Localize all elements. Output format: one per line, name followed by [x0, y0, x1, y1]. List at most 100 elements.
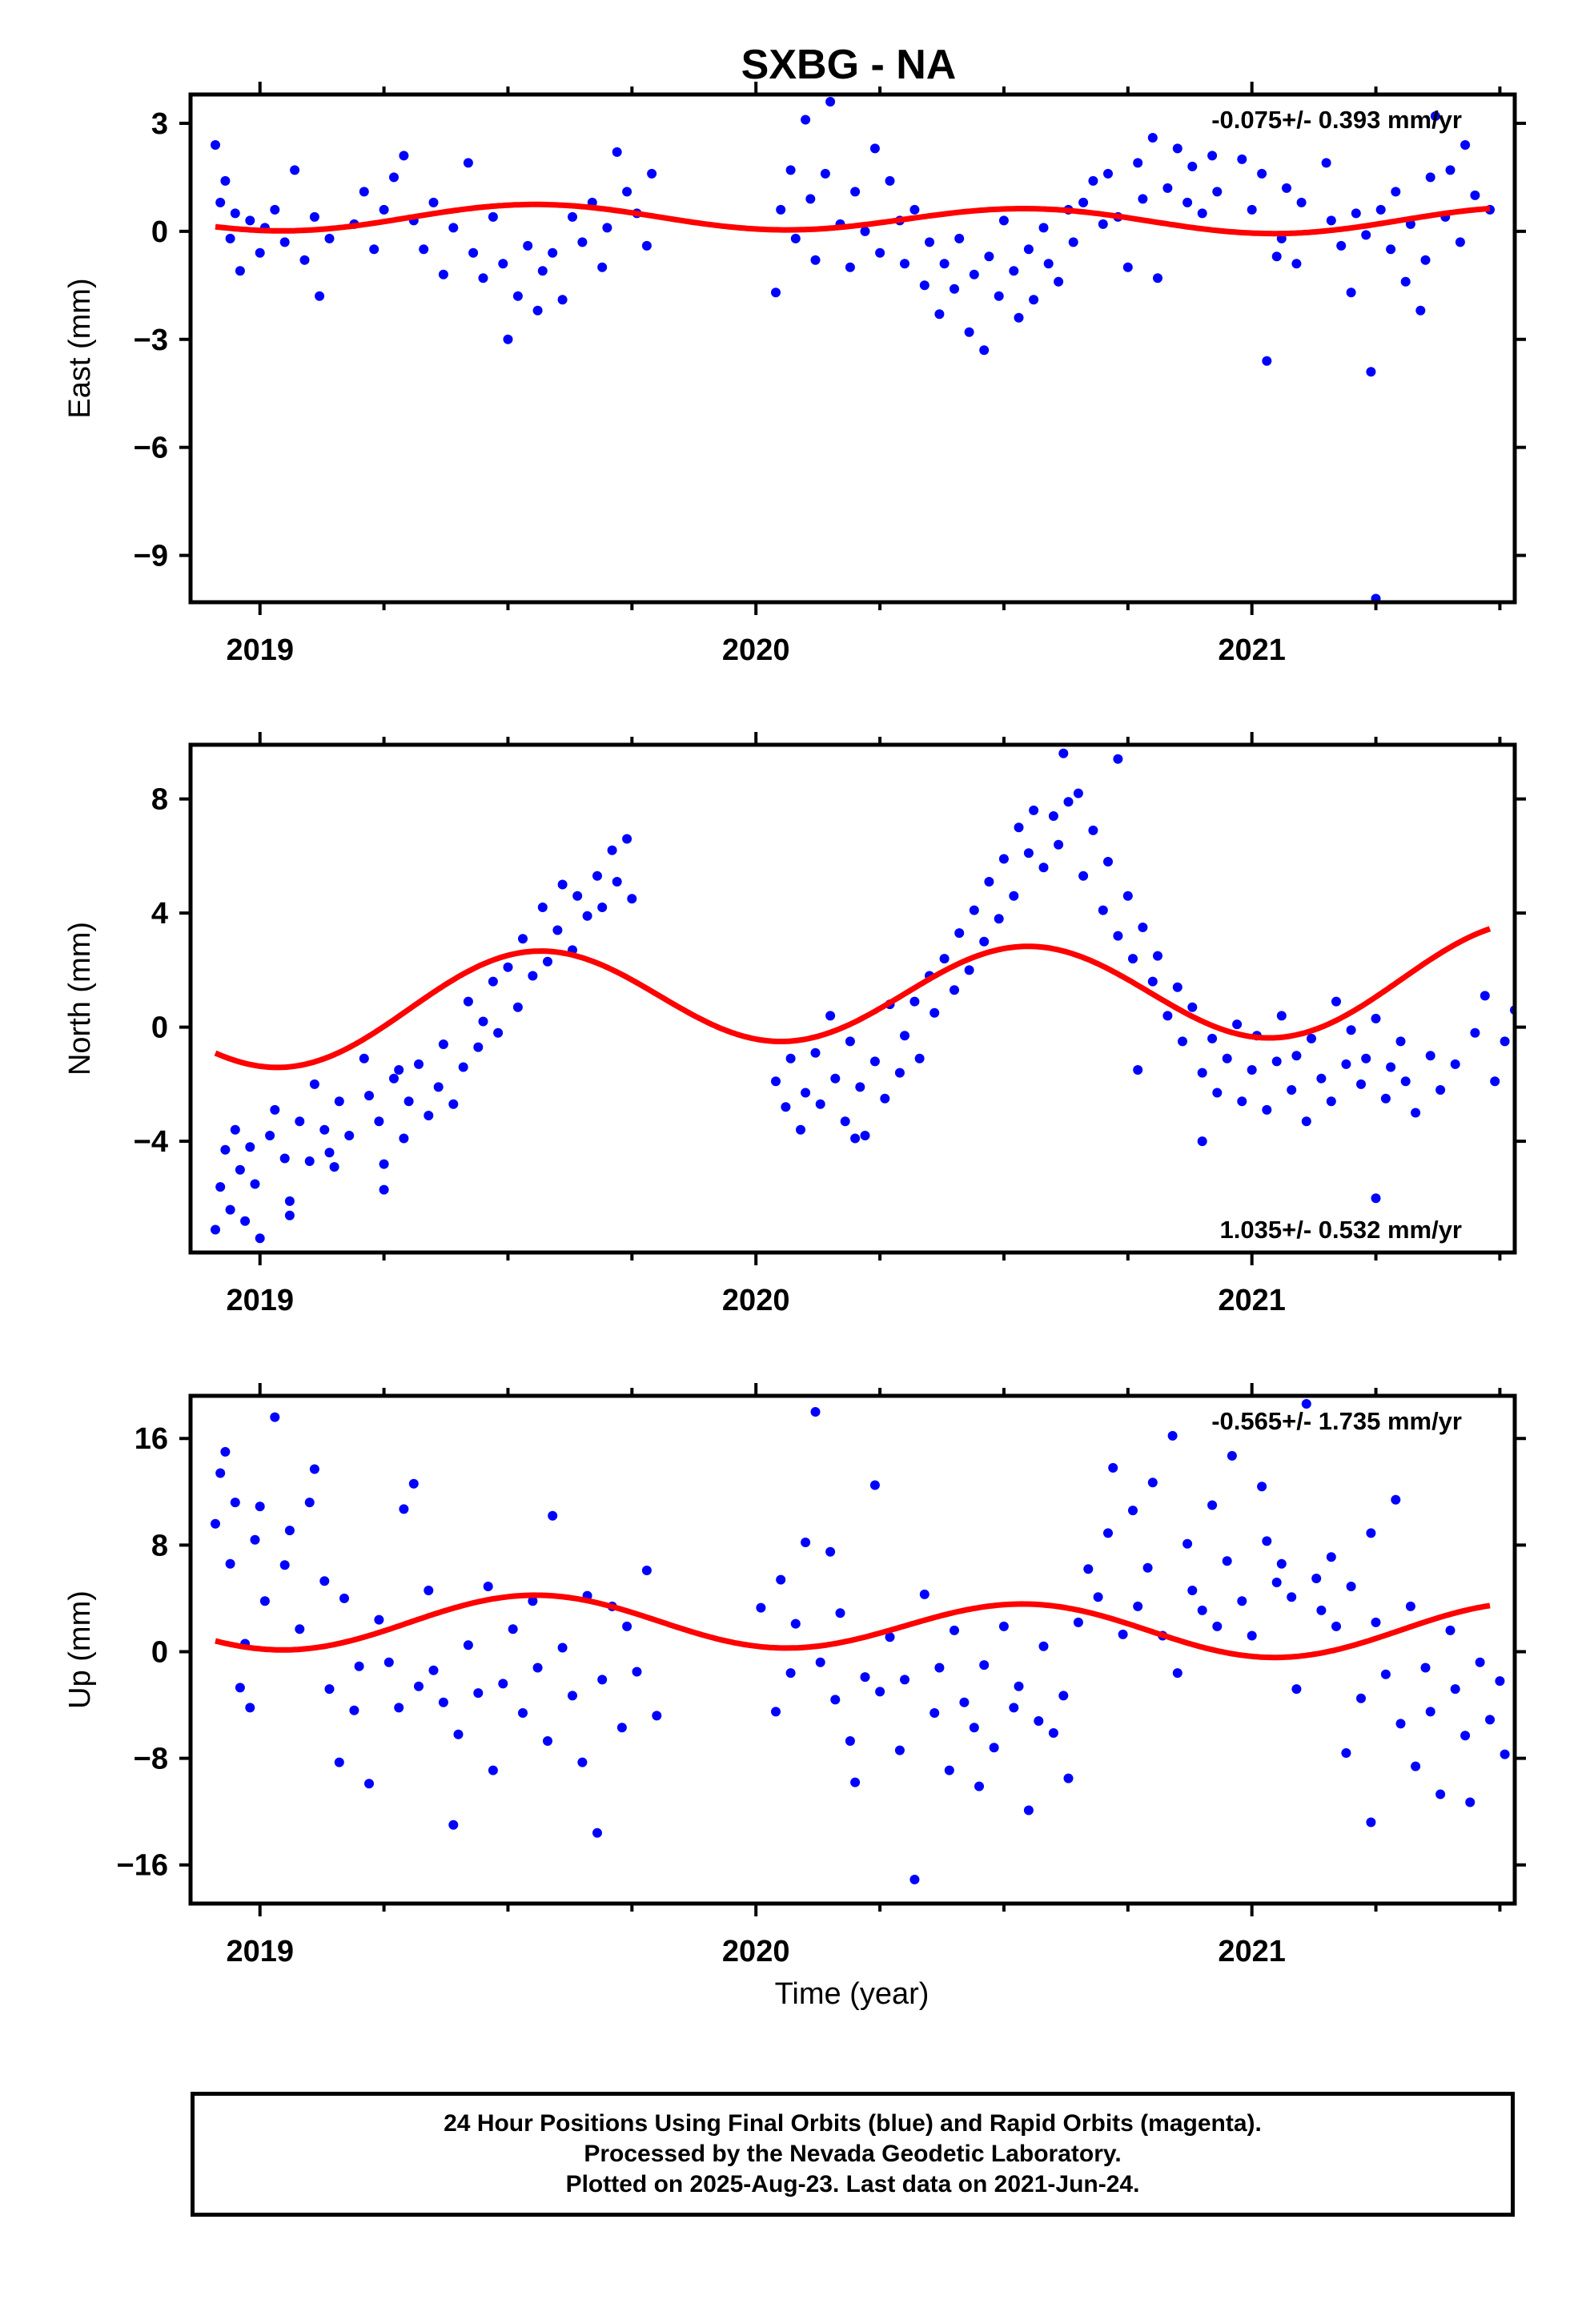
data-point — [394, 1703, 404, 1713]
data-point — [1405, 1601, 1415, 1611]
x-tick-label: 2020 — [722, 1284, 790, 1317]
data-point — [1247, 1065, 1257, 1075]
data-point — [885, 175, 895, 186]
data-point — [845, 1736, 855, 1746]
caption-line: Processed by the Nevada Geodetic Laborat… — [584, 2141, 1122, 2167]
data-point — [998, 215, 1009, 226]
data-point — [468, 247, 479, 258]
data-point — [994, 914, 1004, 924]
data-point — [508, 1624, 518, 1634]
data-point — [424, 1586, 434, 1595]
data-point — [498, 259, 508, 269]
data-point — [622, 834, 632, 844]
data-point — [1435, 1789, 1446, 1799]
data-point — [230, 1124, 240, 1135]
data-point — [875, 247, 885, 258]
data-point — [771, 287, 781, 298]
data-point — [414, 1681, 424, 1691]
data-point — [1307, 1033, 1316, 1043]
y-tick-label: −16 — [117, 1849, 168, 1883]
data-point — [1490, 1076, 1500, 1087]
data-point — [225, 1558, 235, 1569]
data-point — [1564, 1005, 1574, 1015]
data-point — [1346, 1582, 1356, 1591]
figure-title: SXBG - NA — [741, 42, 957, 88]
data-point — [875, 1687, 885, 1697]
data-point — [1113, 754, 1123, 764]
data-point — [1063, 1773, 1074, 1783]
data-point — [1043, 259, 1054, 269]
data-point — [1316, 1073, 1327, 1084]
data-point — [1560, 234, 1569, 243]
data-point — [1535, 965, 1544, 975]
x-tick-label: 2019 — [226, 1284, 294, 1317]
data-point — [1038, 1641, 1049, 1651]
data-point — [344, 1131, 355, 1140]
data-points — [211, 97, 1569, 602]
data-point — [647, 168, 657, 179]
data-point — [493, 1027, 504, 1038]
data-point — [1014, 312, 1024, 323]
data-point — [939, 954, 950, 964]
x-tick-label: 2019 — [226, 633, 294, 667]
data-point — [379, 1159, 389, 1169]
data-point — [592, 870, 602, 881]
data-point — [1108, 1462, 1118, 1473]
data-point — [537, 903, 548, 912]
data-point — [255, 247, 265, 258]
data-point — [974, 1781, 984, 1791]
data-point — [815, 1657, 825, 1667]
data-point — [969, 269, 979, 279]
data-point — [1395, 1719, 1406, 1729]
data-point — [1078, 870, 1089, 881]
data-point — [825, 1011, 836, 1021]
data-point — [1371, 1193, 1381, 1204]
data-point — [1371, 593, 1381, 602]
data-point — [1291, 1684, 1302, 1695]
data-point — [1430, 111, 1440, 121]
data-point — [1420, 255, 1431, 265]
data-point — [374, 1614, 384, 1625]
data-point — [900, 259, 909, 269]
y-axis-label: Up (mm) — [63, 1590, 97, 1709]
data-point — [1356, 1079, 1366, 1089]
data-point — [1023, 1805, 1034, 1815]
y-tick-label: −8 — [134, 1743, 168, 1776]
data-point — [1287, 1085, 1297, 1095]
data-point — [324, 1684, 335, 1695]
model-curve — [215, 201, 1491, 237]
data-point — [1366, 1528, 1376, 1538]
data-point — [1054, 276, 1064, 287]
data-point — [1098, 905, 1108, 915]
data-point — [458, 1062, 468, 1072]
data-point — [1172, 982, 1182, 992]
data-point — [1197, 1136, 1207, 1147]
data-point — [641, 240, 652, 251]
data-point — [998, 1621, 1009, 1631]
data-point — [1271, 1056, 1282, 1067]
data-point — [359, 187, 369, 197]
data-point — [1420, 1663, 1431, 1673]
data-point — [433, 1082, 444, 1092]
data-point — [1212, 1088, 1223, 1098]
data-point — [1470, 1027, 1480, 1038]
data-point — [869, 1480, 880, 1490]
data-point — [919, 1589, 930, 1599]
data-point — [1048, 1728, 1058, 1738]
data-point — [299, 255, 310, 265]
data-point — [850, 187, 861, 197]
y-tick-label: 8 — [151, 783, 168, 817]
data-point — [900, 1675, 909, 1685]
data-point — [1326, 1552, 1336, 1562]
data-point — [790, 1618, 801, 1629]
data-point — [1073, 1617, 1083, 1627]
data-point — [532, 305, 543, 316]
data-point — [622, 1621, 632, 1631]
data-point — [557, 295, 568, 305]
data-point — [359, 1053, 369, 1063]
data-point — [1366, 367, 1376, 377]
data-point — [265, 1131, 275, 1140]
data-point — [984, 251, 994, 262]
data-point — [1445, 1625, 1456, 1635]
data-point — [597, 262, 608, 272]
